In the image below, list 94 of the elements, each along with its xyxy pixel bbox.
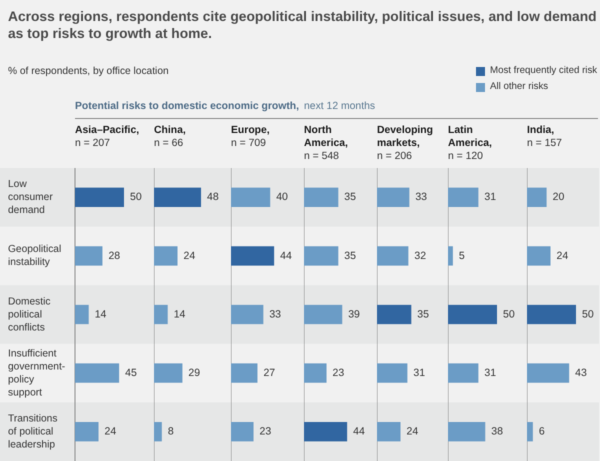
bar (304, 246, 338, 266)
bar (75, 363, 120, 383)
text: % of respondents, by office location (8, 66, 169, 78)
bar (527, 363, 570, 383)
chart-title: Europe, (231, 124, 271, 137)
bar (154, 422, 162, 442)
text: next 12 months (304, 101, 376, 112)
data-label: 5 (458, 250, 465, 262)
y-tick-label: Low consumer demand (8, 179, 54, 216)
data-label: 32 (414, 250, 426, 262)
legend-label: Most frequently cited risk (490, 64, 598, 78)
bar (448, 246, 453, 266)
data-label: 24 (184, 250, 196, 262)
chart-title: Developing markets, (377, 124, 434, 150)
text: Potential risks to domestic economic growth, (75, 101, 300, 112)
data-label: 50 (130, 191, 142, 204)
data-label: 35 (344, 191, 356, 204)
bar (154, 246, 178, 266)
bar (75, 246, 102, 266)
bar (527, 422, 533, 442)
bar (377, 304, 412, 324)
bar (527, 188, 547, 207)
data-label: 39 (348, 308, 360, 320)
bar (231, 363, 258, 383)
bar (154, 304, 168, 324)
bar (231, 304, 264, 324)
bar (448, 422, 486, 442)
chart-title: Latin America, (448, 124, 493, 150)
data-label: 45 (125, 366, 137, 379)
bar (231, 188, 270, 207)
y-tick-label: Domestic political conflicts (8, 296, 50, 334)
bar (448, 363, 478, 383)
chart-subtitle: n = 157 (527, 137, 562, 150)
bar (377, 363, 408, 383)
data-label: 35 (417, 308, 430, 320)
data-label: 20 (552, 191, 564, 204)
data-label: 27 (263, 366, 276, 379)
data-label: 44 (353, 426, 365, 438)
data-label: 24 (104, 426, 116, 438)
data-label: 50 (503, 308, 515, 320)
bar (377, 188, 410, 207)
data-label: 33 (269, 308, 282, 320)
data-label: 24 (556, 250, 568, 262)
chart-title: Asia–Pacific, (75, 124, 140, 137)
chart-title: India, (527, 124, 556, 137)
data-label: 33 (415, 191, 428, 204)
data-label: 28 (108, 250, 120, 262)
bar (304, 304, 342, 324)
data-label: 48 (207, 191, 219, 204)
bar (304, 363, 327, 383)
data-label: 38 (491, 426, 504, 438)
bar (377, 246, 408, 266)
y-tick-label: Transitions of political leadership (8, 414, 58, 450)
chart-subtitle: n = 206 (377, 150, 412, 163)
bar (154, 363, 182, 383)
y-tick-label: Geopolitical instability (8, 244, 62, 268)
chart-title: North America, (304, 124, 349, 150)
chart-title: China, (154, 124, 187, 137)
data-label: 31 (484, 366, 496, 379)
bar (448, 188, 478, 207)
bar (304, 188, 338, 207)
chart-subtitle: n = 548 (304, 150, 339, 163)
bar (527, 246, 551, 266)
data-label: 50 (582, 308, 594, 320)
bar (154, 188, 202, 207)
bar (377, 422, 401, 442)
text: Across regions, respondents cite geopolitical instability, political issues, and low demand as top risks to growth at home. (8, 9, 598, 42)
data-label: 24 (406, 426, 418, 438)
data-label: 40 (276, 191, 288, 204)
data-label: 6 (538, 426, 545, 438)
data-label: 44 (280, 250, 292, 262)
data-label: 31 (413, 366, 426, 379)
chart-subtitle: n = 709 (231, 137, 266, 150)
bar (75, 304, 89, 324)
data-label: 35 (344, 250, 356, 262)
data-label: 14 (94, 308, 107, 320)
bar (527, 304, 576, 324)
data-label: 31 (484, 191, 496, 204)
data-label: 43 (575, 366, 587, 379)
data-label: 8 (168, 426, 174, 438)
chart-subtitle: n = 66 (154, 137, 184, 150)
legend-label: All other risks (490, 80, 548, 94)
bar (231, 246, 274, 266)
data-label: 14 (174, 308, 186, 320)
data-label: 29 (188, 366, 200, 379)
chart-subtitle: n = 120 (448, 150, 483, 163)
bar (75, 188, 124, 207)
data-label: 23 (260, 426, 272, 438)
bar (231, 422, 254, 442)
bar (304, 422, 348, 442)
data-label: 23 (332, 366, 344, 379)
chart-subtitle: n = 207 (75, 137, 110, 150)
y-tick-label: Insufficient government-policy support (8, 348, 66, 398)
bar (75, 422, 99, 442)
